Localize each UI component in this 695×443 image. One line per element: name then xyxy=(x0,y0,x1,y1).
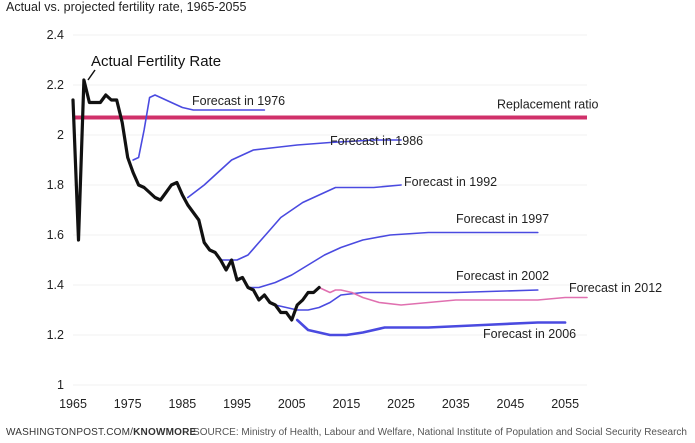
forecast-line-1986 xyxy=(187,139,402,199)
chart-subtitle: Actual vs. projected fertility rate, 196… xyxy=(6,0,247,14)
x-tick-label: 2025 xyxy=(387,397,415,411)
brand-credit[interactable]: WASHINGTONPOST.COM/KNOWMORE xyxy=(6,427,196,438)
x-tick-label: 1965 xyxy=(59,397,87,411)
forecast-label-2012: Forecast in 2012 xyxy=(569,281,662,295)
forecast-line-1992 xyxy=(219,184,402,261)
x-tick-label: 2005 xyxy=(278,397,306,411)
actual-label-pointer xyxy=(87,69,96,81)
y-tick-label: 1.2 xyxy=(47,328,64,342)
forecast-label-1976: Forecast in 1976 xyxy=(192,94,285,108)
x-tick-label: 2035 xyxy=(442,397,470,411)
forecast-line-1976 xyxy=(132,94,266,161)
y-tick-label: 2.2 xyxy=(47,78,64,92)
forecast-line-2012 xyxy=(318,286,588,306)
y-tick-label: 1 xyxy=(57,378,64,392)
forecast-label-1992: Forecast in 1992 xyxy=(404,175,497,189)
x-tick-label: 2015 xyxy=(332,397,360,411)
y-tick-label: 1.6 xyxy=(47,228,64,242)
x-tick-label: 1995 xyxy=(223,397,251,411)
forecast-label-1986: Forecast in 1986 xyxy=(330,134,423,148)
x-tick-label: 2045 xyxy=(497,397,525,411)
replacement-ratio-label: Replacement ratio xyxy=(497,98,598,112)
forecast-label-2006: Forecast in 2006 xyxy=(483,327,576,341)
y-tick-label: 1.8 xyxy=(47,178,64,192)
actual-fertility-line xyxy=(71,78,321,322)
y-tick-label: 1.4 xyxy=(47,278,64,292)
y-tick-label: 2.4 xyxy=(47,28,64,42)
forecast-line-1997 xyxy=(247,231,539,289)
brand-section: KNOWMORE xyxy=(133,427,197,438)
y-tick-label: 2 xyxy=(57,128,64,142)
forecast-label-1997: Forecast in 1997 xyxy=(456,212,549,226)
x-tick-label: 1975 xyxy=(114,397,142,411)
forecast-label-2002: Forecast in 2002 xyxy=(456,269,549,283)
x-tick-label: 1985 xyxy=(168,397,196,411)
actual-fertility-label: Actual Fertility Rate xyxy=(91,53,221,70)
source-credit: SOURCE: Ministry of Health, Labour and W… xyxy=(193,427,687,438)
x-tick-label: 2055 xyxy=(551,397,579,411)
forecast-line-2006 xyxy=(295,318,567,337)
forecast-line-2002 xyxy=(274,289,539,311)
brand-site: WASHINGTONPOST.COM/ xyxy=(6,427,134,438)
